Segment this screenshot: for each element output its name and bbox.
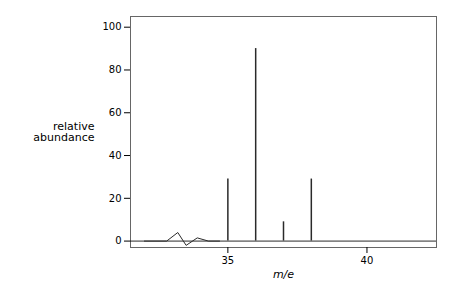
svg-text:60: 60 — [109, 107, 122, 118]
svg-text:35: 35 — [221, 255, 234, 266]
svg-text:m/e: m/e — [273, 268, 294, 281]
svg-text:80: 80 — [109, 64, 122, 75]
svg-text:100: 100 — [102, 21, 121, 32]
svg-text:relativeabundance: relativeabundance — [33, 120, 94, 144]
svg-text:40: 40 — [361, 255, 374, 266]
svg-text:20: 20 — [109, 193, 122, 204]
svg-text:40: 40 — [109, 150, 122, 161]
svg-text:0: 0 — [115, 235, 121, 246]
